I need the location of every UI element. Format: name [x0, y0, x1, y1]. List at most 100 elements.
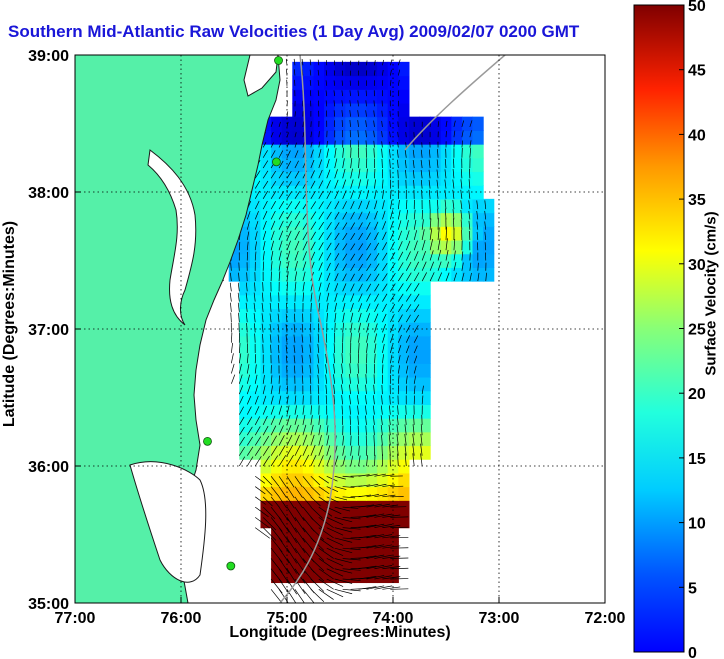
velocity-cell: [398, 363, 410, 378]
velocity-cell: [281, 253, 293, 268]
velocity-arrow: [397, 453, 399, 467]
velocity-arrow: [374, 454, 376, 467]
velocity-cell: [271, 253, 283, 268]
velocity-arrow: [342, 293, 346, 302]
velocity-arrow: [366, 333, 369, 343]
velocity-cell: [334, 555, 346, 570]
velocity-cell: [334, 349, 346, 364]
velocity-cell: [239, 363, 251, 378]
velocity-arrow: [358, 200, 363, 210]
velocity-arrow: [310, 292, 313, 302]
velocity-cell: [260, 486, 272, 501]
velocity-arrow: [421, 229, 425, 241]
velocity-cell: [377, 335, 389, 351]
velocity-arrow: [286, 537, 298, 554]
velocity-cell: [249, 198, 262, 214]
velocity-cell: [302, 75, 315, 90]
chart-title: Southern Mid-Atlantic Raw Velocities (1 …: [8, 22, 580, 41]
velocity-cell: [355, 212, 368, 227]
velocity-cell: [461, 144, 474, 159]
velocity-cell: [377, 116, 389, 131]
velocity-arrow: [365, 110, 367, 117]
velocity-arrow: [453, 120, 456, 128]
velocity-cell: [271, 472, 283, 488]
velocity-cell: [271, 390, 283, 405]
velocity-arrow: [342, 243, 348, 251]
velocity-arrow: [429, 250, 434, 261]
velocity-arrow: [382, 252, 388, 261]
velocity-cell: [377, 472, 389, 488]
velocity-cell: [430, 198, 442, 214]
velocity-arrow: [420, 433, 423, 446]
velocity-cell: [377, 185, 389, 200]
velocity-arrow: [366, 189, 370, 199]
velocity-arrow: [350, 312, 354, 323]
velocity-arrow: [413, 385, 416, 395]
velocity-arrow: [421, 261, 427, 271]
velocity-arrow: [325, 90, 328, 97]
velocity-arrow: [317, 333, 320, 343]
velocity-arrow: [382, 323, 386, 333]
velocity-cell: [430, 226, 442, 241]
velocity-cell: [483, 267, 495, 282]
velocity-arrow: [270, 405, 275, 415]
velocity-arrow: [333, 110, 336, 117]
velocity-arrow: [333, 80, 336, 86]
velocity-cell: [419, 363, 431, 378]
velocity-cell: [334, 253, 346, 268]
velocity-cell: [355, 185, 368, 200]
velocity-arrow: [334, 506, 351, 512]
velocity-arrow: [349, 373, 351, 384]
velocity-arrow: [302, 241, 308, 251]
velocity-arrow: [278, 230, 284, 241]
velocity-arrow: [349, 90, 351, 97]
velocity-arrow: [326, 180, 331, 189]
velocity-cell: [355, 144, 368, 159]
velocity-arrow: [405, 230, 410, 241]
velocity-arrow: [445, 131, 447, 138]
velocity-cell: [324, 459, 336, 474]
velocity-cell: [398, 116, 410, 131]
velocity-arrow: [302, 454, 310, 467]
velocity-cell: [292, 89, 304, 104]
velocity-arrow: [357, 110, 359, 117]
velocity-cell: [387, 527, 399, 542]
velocity-cell: [324, 376, 336, 392]
velocity-cell: [355, 61, 368, 77]
velocity-arrow: [262, 527, 277, 541]
velocity-cell: [324, 404, 336, 419]
velocity-arrow: [389, 131, 391, 138]
velocity-cell: [260, 431, 272, 447]
velocity-cell: [302, 294, 315, 310]
velocity-arrow: [381, 444, 383, 456]
velocity-cell: [271, 500, 283, 515]
velocity-cell: [260, 267, 272, 282]
velocity-arrow: [317, 374, 320, 384]
velocity-arrow: [365, 374, 367, 384]
velocity-arrow: [476, 221, 479, 230]
velocity-arrow: [254, 241, 257, 251]
velocity-arrow: [382, 354, 384, 364]
velocity-arrow: [397, 169, 399, 179]
velocity-arrow: [318, 506, 333, 517]
velocity-arrow: [397, 142, 399, 148]
velocity-cell: [313, 376, 325, 392]
velocity-arrow: [302, 589, 315, 603]
velocity-arrow: [293, 324, 296, 333]
velocity-arrow: [286, 486, 295, 499]
velocity-arrow: [285, 324, 288, 333]
velocity-arrow: [405, 385, 408, 395]
velocity-arrow: [366, 263, 372, 271]
velocity-arrow: [405, 272, 412, 282]
velocity-cell: [430, 130, 442, 145]
velocity-arrow: [350, 283, 355, 292]
velocity-arrow: [286, 142, 290, 148]
velocity-arrow: [334, 243, 340, 251]
velocity-cell: [302, 144, 315, 159]
velocity-arrow: [413, 283, 420, 292]
velocity-arrow: [270, 589, 283, 603]
velocity-arrow: [404, 453, 407, 467]
velocity-arrow: [342, 168, 346, 179]
velocity-arrow: [294, 220, 301, 230]
velocity-cell: [408, 404, 421, 419]
